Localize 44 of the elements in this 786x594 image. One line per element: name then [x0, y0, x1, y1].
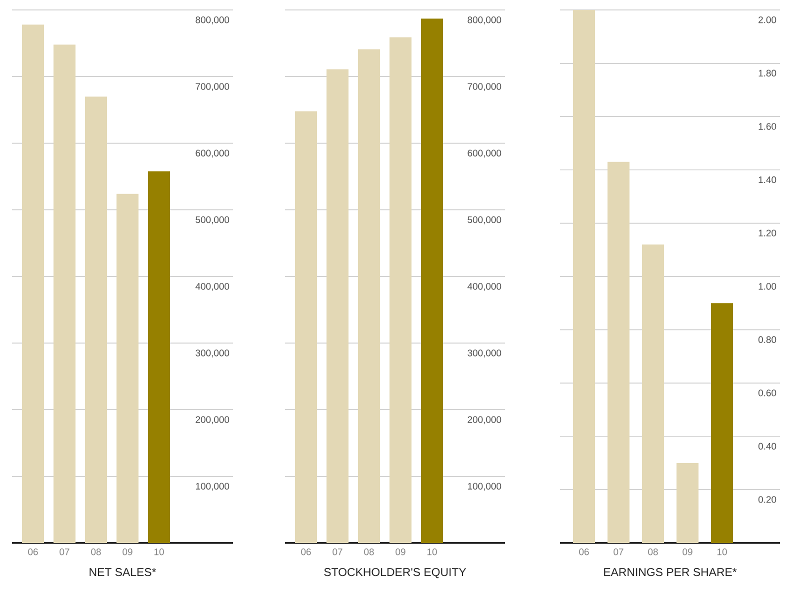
x-tick-label: 07	[332, 548, 342, 556]
x-tick-label: 09	[396, 548, 406, 556]
y-tick-label: 1.00	[758, 282, 776, 290]
y-tick-label: 700,000	[468, 83, 502, 91]
y-tick-label: 700,000	[196, 83, 230, 91]
y-tick-label: 600,000	[196, 150, 230, 158]
x-tick-label: 06	[301, 548, 311, 556]
x-axis-title: STOCKHOLDER'S EQUITY	[324, 568, 466, 578]
y-tick-label: 200,000	[468, 416, 502, 424]
y-tick-label: 800,000	[468, 16, 502, 24]
y-tick-label: 400,000	[195, 282, 230, 291]
x-tick-label: 06	[28, 548, 38, 556]
x-tick-label: 09	[682, 548, 692, 556]
y-tick-label: 1.20	[758, 230, 776, 236]
y-tick-label: 500,000	[196, 216, 230, 224]
y-tick-label: 0.60	[758, 390, 776, 396]
y-tick-label: 0.40	[758, 442, 776, 450]
y-tick-label: 200,000	[196, 416, 230, 424]
y-tick-label: 1.40	[758, 176, 776, 184]
x-tick-label: 09	[122, 548, 132, 556]
y-tick-label: 1.80	[758, 70, 776, 76]
x-tick-label: 10	[717, 548, 727, 556]
x-tick-label: 10	[154, 548, 164, 556]
y-tick-label: 500,000	[468, 216, 502, 224]
y-tick-label: 400,000	[467, 282, 502, 291]
x-tick-label: 08	[648, 548, 658, 556]
y-tick-label: 300,000	[196, 350, 230, 358]
x-axis-title: NET SALES*	[90, 568, 156, 576]
y-tick-label: 0.80	[758, 336, 776, 343]
y-tick-label: 2.00	[758, 16, 776, 24]
y-tick-label: 800,000	[196, 16, 230, 24]
x-tick-label: 08	[364, 548, 374, 556]
y-tick-label: 100,000	[468, 482, 502, 491]
x-tick-label: 07	[614, 548, 624, 556]
y-tick-label: 1.60	[758, 123, 776, 130]
y-tick-label: 600,000	[468, 150, 502, 158]
x-tick-label: 07	[60, 548, 70, 556]
x-tick-label: 06	[579, 548, 589, 556]
x-axis-title: EARNINGS PER SHARE*	[604, 568, 737, 576]
x-tick-label: 10	[427, 548, 437, 556]
x-tick-label: 08	[91, 548, 101, 556]
y-tick-label: 300,000	[468, 350, 502, 358]
y-tick-label: 0.20	[758, 496, 776, 503]
y-tick-label: 100,000	[196, 482, 230, 491]
